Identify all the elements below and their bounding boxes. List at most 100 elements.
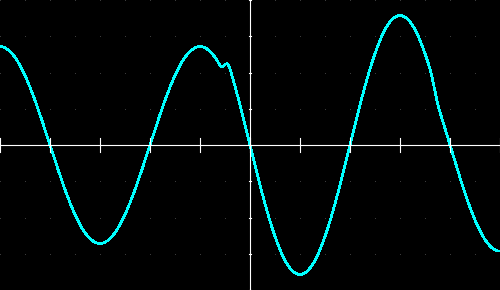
Point (246, 143, 254, 147)
Point (121, 34, 129, 39)
Point (246, 34, 254, 39)
Point (346, 70, 354, 75)
Point (196, 0, 204, 2)
Point (421, 288, 429, 290)
Point (346, 288, 354, 290)
Point (246, 215, 254, 220)
Point (396, 34, 404, 39)
Point (371, 34, 379, 39)
Point (171, 70, 179, 75)
Point (96, 215, 104, 220)
Point (471, 0, 479, 2)
Point (496, 179, 500, 184)
Point (321, 106, 329, 111)
Point (296, 251, 304, 256)
Point (71, 34, 79, 39)
Point (196, 106, 204, 111)
Point (246, 106, 254, 111)
Point (171, 251, 179, 256)
Point (221, 143, 229, 147)
Point (421, 179, 429, 184)
Point (246, 251, 254, 256)
Point (196, 288, 204, 290)
Point (171, 215, 179, 220)
Point (371, 143, 379, 147)
Point (471, 143, 479, 147)
Point (96, 251, 104, 256)
Point (0, 251, 4, 256)
Point (496, 251, 500, 256)
Point (271, 0, 279, 2)
Point (21, 106, 29, 111)
Point (96, 106, 104, 111)
Point (396, 0, 404, 2)
Point (271, 106, 279, 111)
Point (121, 70, 129, 75)
Point (221, 34, 229, 39)
Point (121, 179, 129, 184)
Point (246, 179, 254, 184)
Point (196, 70, 204, 75)
Point (171, 0, 179, 2)
Point (396, 251, 404, 256)
Point (0, 288, 4, 290)
Point (221, 215, 229, 220)
Point (71, 106, 79, 111)
Point (371, 288, 379, 290)
Point (421, 251, 429, 256)
Point (471, 70, 479, 75)
Point (371, 215, 379, 220)
Point (321, 143, 329, 147)
Point (321, 34, 329, 39)
Point (0, 143, 4, 147)
Point (46, 288, 54, 290)
Point (446, 251, 454, 256)
Point (171, 179, 179, 184)
Point (346, 106, 354, 111)
Point (471, 106, 479, 111)
Point (371, 251, 379, 256)
Point (221, 288, 229, 290)
Point (121, 106, 129, 111)
Point (296, 179, 304, 184)
Point (0, 0, 4, 2)
Point (71, 251, 79, 256)
Point (146, 106, 154, 111)
Point (296, 34, 304, 39)
Point (96, 34, 104, 39)
Point (146, 288, 154, 290)
Point (421, 34, 429, 39)
Point (396, 106, 404, 111)
Point (471, 251, 479, 256)
Point (0, 70, 4, 75)
Point (321, 288, 329, 290)
Point (421, 70, 429, 75)
Point (171, 34, 179, 39)
Point (121, 251, 129, 256)
Point (296, 106, 304, 111)
Point (446, 106, 454, 111)
Point (446, 179, 454, 184)
Point (396, 143, 404, 147)
Point (496, 215, 500, 220)
Point (396, 288, 404, 290)
Point (96, 143, 104, 147)
Point (46, 143, 54, 147)
Point (46, 0, 54, 2)
Point (96, 0, 104, 2)
Point (96, 288, 104, 290)
Point (321, 0, 329, 2)
Point (21, 288, 29, 290)
Point (321, 70, 329, 75)
Point (271, 288, 279, 290)
Point (171, 143, 179, 147)
Point (296, 0, 304, 2)
Point (321, 179, 329, 184)
Point (496, 0, 500, 2)
Point (146, 251, 154, 256)
Point (271, 215, 279, 220)
Point (296, 215, 304, 220)
Point (271, 70, 279, 75)
Point (346, 215, 354, 220)
Point (421, 215, 429, 220)
